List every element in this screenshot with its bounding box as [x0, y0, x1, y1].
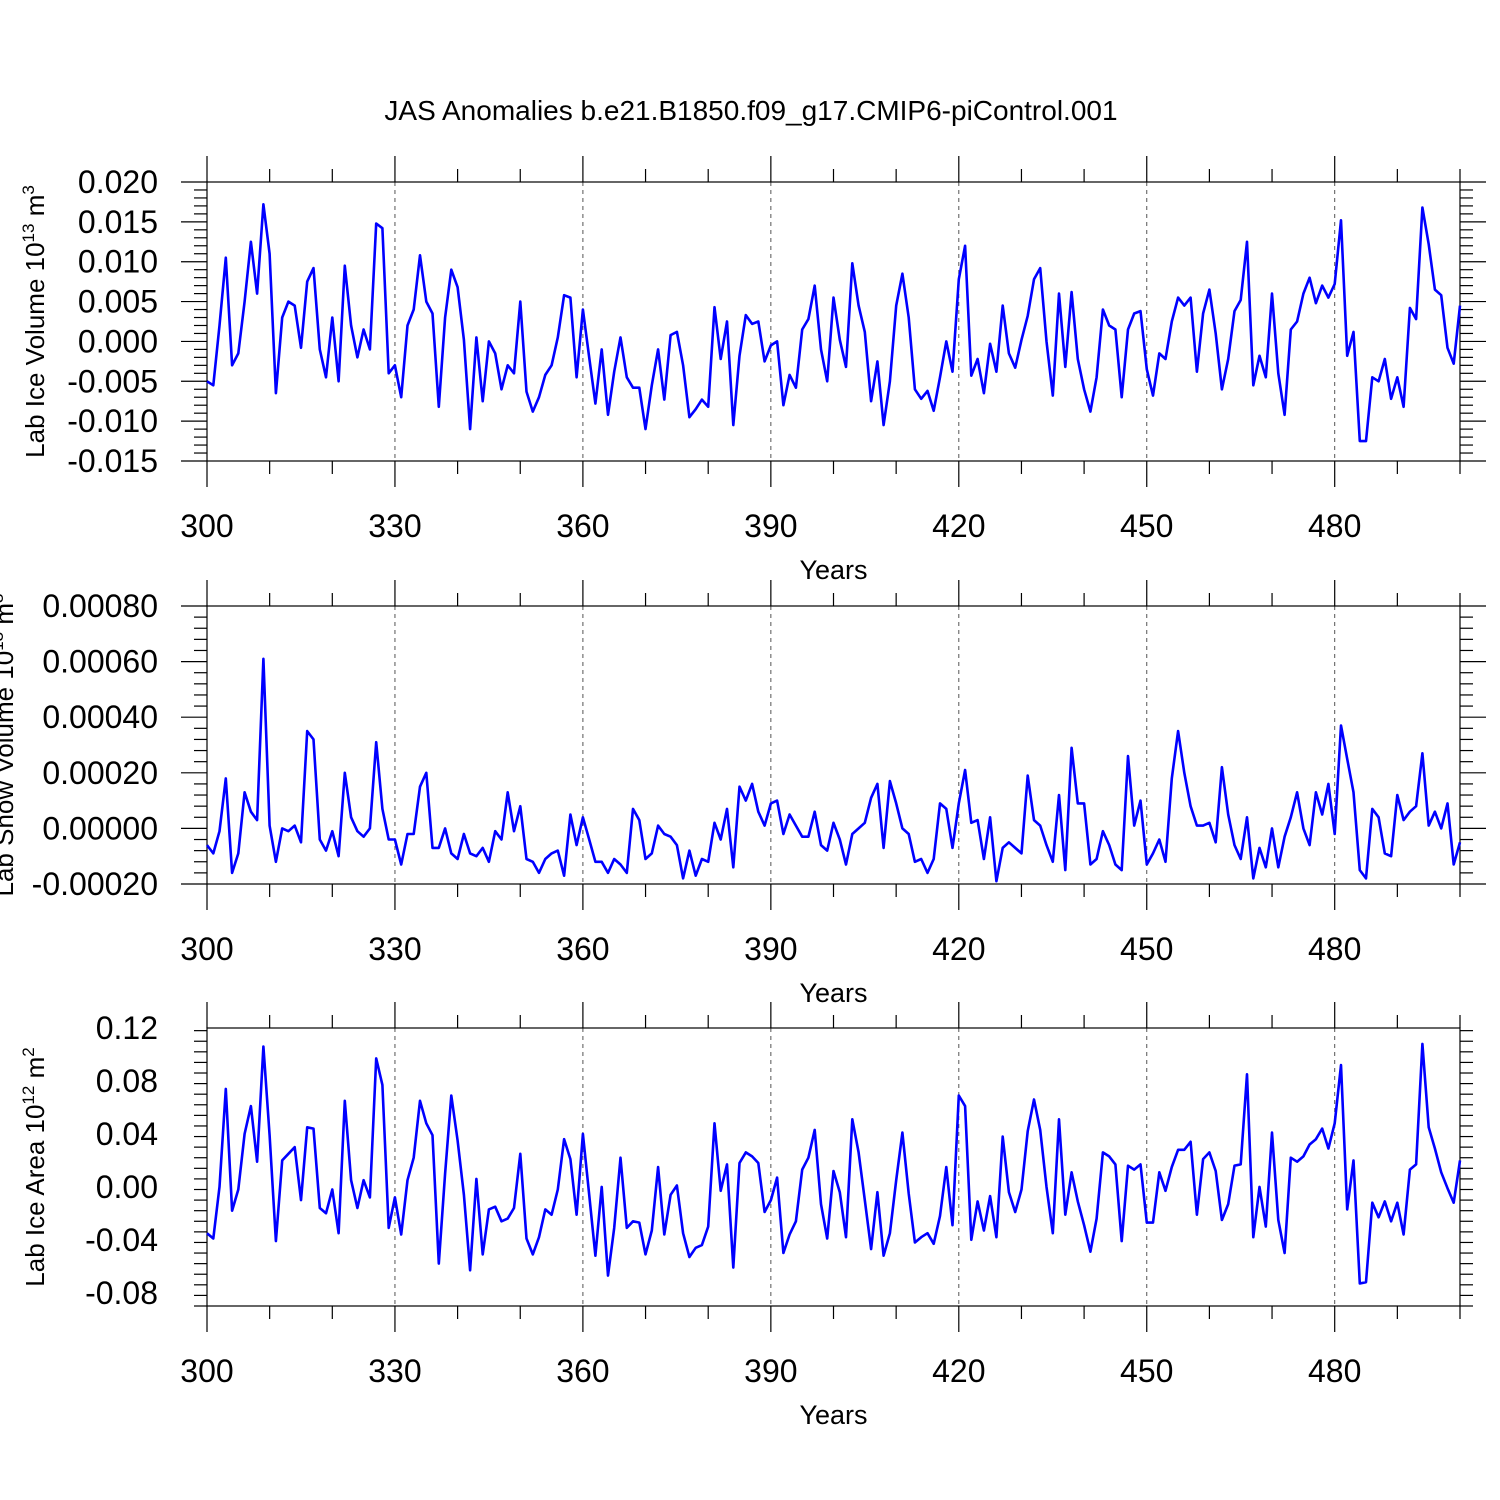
- y-tick-label: 0.020: [78, 164, 158, 200]
- x-tick-label: 420: [932, 508, 985, 544]
- x-tick-label: 450: [1120, 931, 1173, 967]
- y-tick-label: -0.005: [67, 363, 158, 399]
- figure-title: JAS Anomalies b.e21.B1850.f09_g17.CMIP6-…: [384, 95, 1117, 126]
- panels-group: 300 330 360 390 420 450 480 Years -0.015 -0.010 -0…: [0, 156, 1486, 1430]
- y-axis-label: Lab Ice Area 1012 m2: [19, 1047, 50, 1286]
- x-tick-label: 330: [368, 508, 421, 544]
- y-tick-label: -0.015: [67, 443, 158, 479]
- y-tick-label: 0.08: [96, 1063, 158, 1099]
- series-line: [205, 657, 1462, 883]
- y-tick-label: 0.04: [96, 1116, 158, 1152]
- x-tick-label: 330: [368, 1353, 421, 1389]
- y-tick-label: 0.000: [78, 323, 158, 359]
- y-tick-label: 0.00000: [42, 810, 158, 846]
- x-tick-label: 360: [556, 1353, 609, 1389]
- y-axis-label-unit: m: [20, 1057, 50, 1086]
- y-tick-label: 0.005: [78, 284, 158, 320]
- panel-1: 300 330 360 390 420 450 480 Years -0.015 -0.010 -0…: [19, 156, 1486, 585]
- y-axis-label-unit-exponent: 3: [0, 593, 7, 602]
- x-tick-label: 480: [1308, 508, 1361, 544]
- y-axis-label-exponent: 13: [19, 224, 38, 243]
- y-tick-label: -0.00020: [32, 866, 158, 902]
- y-axis-label-unit-exponent: 3: [19, 185, 38, 194]
- x-axis-label: Years: [799, 978, 867, 1008]
- y-tick-label: 0.00020: [42, 755, 158, 791]
- series-line: [206, 203, 1462, 443]
- y-tick-label: 0.00040: [42, 699, 158, 735]
- y-axis-label: Lab Snow Volume 1013 m3: [0, 593, 19, 896]
- x-tick-label: 450: [1120, 508, 1173, 544]
- x-axis-label: Years: [799, 555, 867, 585]
- x-tick-label: 480: [1308, 931, 1361, 967]
- y-tick-label: 0.00080: [42, 588, 158, 624]
- x-tick-label: 390: [744, 1353, 797, 1389]
- y-axis-label: Lab Ice Volume 1013 m3: [19, 185, 50, 458]
- x-tick-label: 300: [180, 508, 233, 544]
- y-tick-label: 0.010: [78, 244, 158, 280]
- y-axis-label-exponent: 13: [0, 632, 7, 651]
- series-line: [206, 1042, 1462, 1285]
- y-axis-label-unit-exponent: 2: [19, 1047, 38, 1056]
- x-tick-label: 360: [556, 508, 609, 544]
- x-tick-label: 480: [1308, 1353, 1361, 1389]
- x-axis-label: Years: [799, 1400, 867, 1430]
- y-tick-label: 0.00: [96, 1169, 158, 1205]
- x-tick-label: 360: [556, 931, 609, 967]
- x-tick-label: 390: [744, 508, 797, 544]
- y-axis-label-text: Lab Snow Volume 10: [0, 651, 19, 897]
- x-tick-label: 300: [180, 1353, 233, 1389]
- y-axis-label-exponent: 12: [19, 1086, 38, 1105]
- x-tick-label: 300: [180, 931, 233, 967]
- y-axis-label-unit: m: [20, 195, 50, 224]
- x-tick-label: 420: [932, 1353, 985, 1389]
- y-axis-label-unit: m: [0, 603, 19, 632]
- y-axis-label-text: Lab Ice Area 10: [20, 1105, 50, 1287]
- panel-2: 300 330 360 390 420 450 480 Years -0.00020 0.0000…: [0, 580, 1486, 1008]
- x-tick-label: 420: [932, 931, 985, 967]
- x-tick-label: 390: [744, 931, 797, 967]
- y-tick-label: -0.08: [85, 1275, 158, 1311]
- x-tick-label: 330: [368, 931, 421, 967]
- y-tick-label: 0.015: [78, 204, 158, 240]
- y-tick-label: -0.04: [85, 1222, 158, 1258]
- x-tick-label: 450: [1120, 1353, 1173, 1389]
- panel-3: 300 330 360 390 420 450 480 Years -0.08 -0.04 0.00…: [19, 1002, 1473, 1430]
- y-tick-label: 0.12: [96, 1010, 158, 1046]
- y-axis-label-text: Lab Ice Volume 10: [20, 242, 50, 457]
- y-tick-label: -0.010: [67, 403, 158, 439]
- y-tick-label: 0.00060: [42, 644, 158, 680]
